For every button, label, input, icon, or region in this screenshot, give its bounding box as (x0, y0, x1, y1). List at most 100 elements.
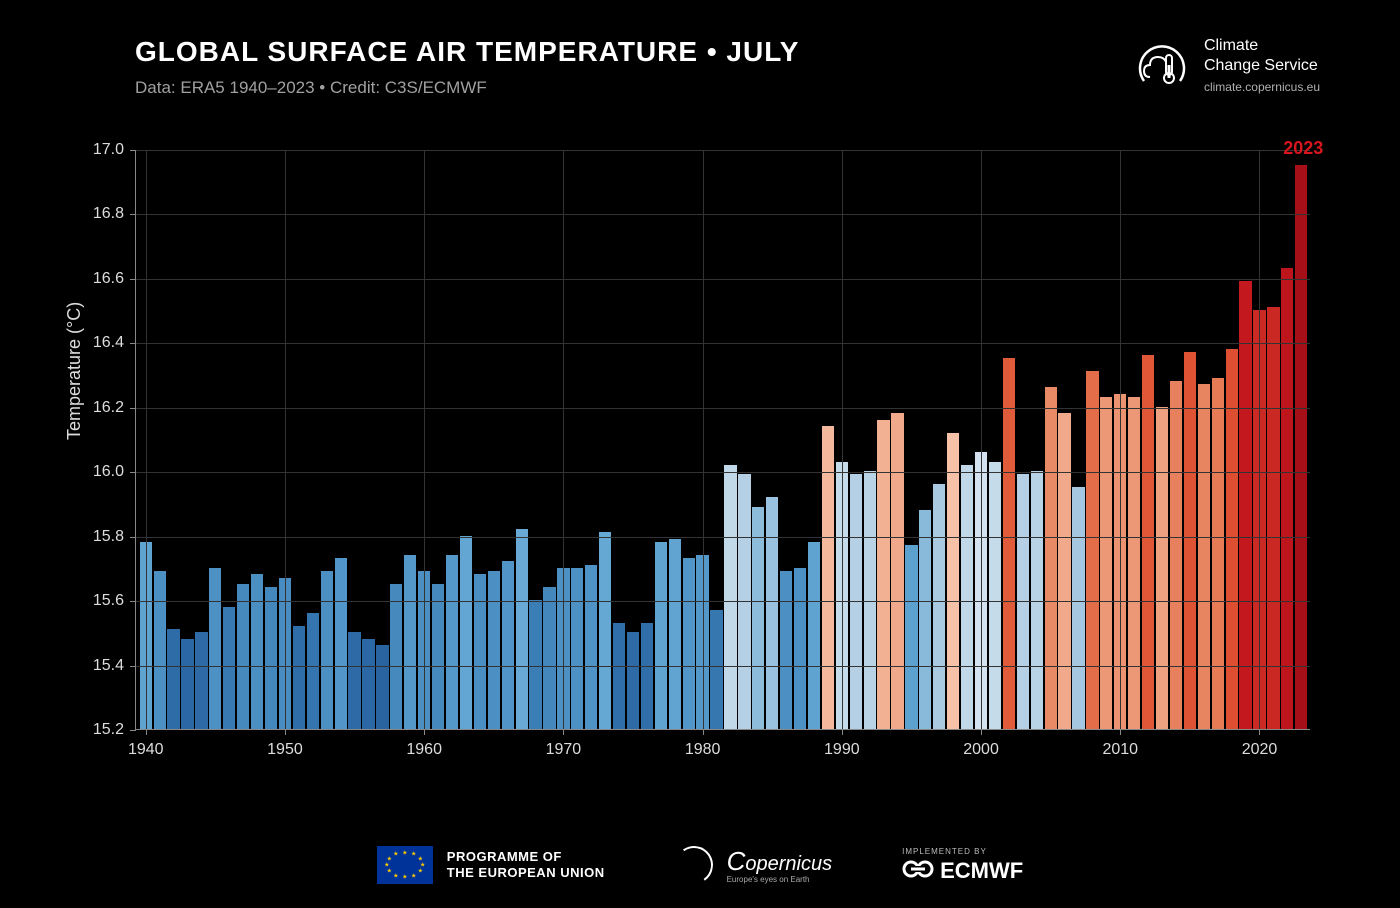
ecmwf-pre: IMPLEMENTED BY (902, 847, 1023, 856)
bar (989, 462, 1001, 729)
eu-star-icon: ★ (387, 855, 392, 862)
eu-line2: THE EUROPEAN UNION (447, 865, 605, 881)
xtick-label: 1980 (685, 741, 721, 759)
eu-star-icon: ★ (402, 849, 407, 856)
bar (181, 639, 193, 729)
bar (710, 610, 722, 729)
bar (794, 568, 806, 729)
ecmwf-credit: IMPLEMENTED BY ECMWF (902, 847, 1023, 884)
hgrid-line (136, 214, 1310, 215)
vgrid-line (146, 150, 147, 729)
bar (766, 497, 778, 729)
bar (724, 465, 736, 729)
bar (919, 510, 931, 729)
eu-star-icon: ★ (411, 872, 416, 879)
bar (1239, 281, 1251, 729)
ytick-mark (130, 279, 136, 280)
xtick-label: 2010 (1102, 741, 1138, 759)
chart-title: GLOBAL SURFACE AIR TEMPERATURE • JULY (135, 36, 1134, 68)
xtick-label: 1940 (128, 741, 164, 759)
bar (613, 623, 625, 729)
hgrid-line (136, 279, 1310, 280)
bar (307, 613, 319, 729)
bar (864, 471, 876, 729)
brand-logo: Climate Change Service climate.copernicu… (1134, 36, 1320, 94)
title-block: GLOBAL SURFACE AIR TEMPERATURE • JULY Da… (135, 36, 1134, 98)
ytick-label: 15.6 (93, 592, 124, 610)
ytick-label: 16.6 (93, 270, 124, 288)
bar (293, 626, 305, 729)
hgrid-line (136, 601, 1310, 602)
eu-star-icon: ★ (418, 868, 423, 875)
brand-url: climate.copernicus.eu (1204, 80, 1320, 94)
bar (627, 632, 639, 729)
xtick-label: 1990 (824, 741, 860, 759)
bar (390, 584, 402, 729)
bar (1100, 397, 1112, 729)
ytick-mark (130, 601, 136, 602)
eu-star-icon: ★ (387, 868, 392, 875)
bar (167, 629, 179, 729)
eu-star-icon: ★ (411, 851, 416, 858)
bar (1156, 407, 1168, 729)
thermometer-cloud-icon (1134, 37, 1190, 93)
eu-star-icon: ★ (402, 874, 407, 881)
bar (446, 555, 458, 729)
ytick-mark (130, 472, 136, 473)
ecmwf-link-icon (902, 858, 934, 884)
eu-star-icon: ★ (384, 862, 389, 869)
y-axis-title: Temperature (°C) (64, 302, 85, 440)
bar (780, 571, 792, 729)
bar (432, 584, 444, 729)
xtick-mark (146, 729, 147, 735)
bar (752, 507, 764, 729)
brand-line2: Change Service (1204, 56, 1320, 76)
bar (1142, 355, 1154, 729)
bar (891, 413, 903, 729)
bar (683, 558, 695, 729)
ytick-label: 16.2 (93, 399, 124, 417)
xtick-mark (1120, 729, 1121, 735)
header: GLOBAL SURFACE AIR TEMPERATURE • JULY Da… (135, 36, 1320, 98)
bar (362, 639, 374, 729)
xtick-mark (703, 729, 704, 735)
ytick-label: 16.4 (93, 334, 124, 352)
bar (1086, 371, 1098, 729)
bar (1226, 349, 1238, 729)
ytick-mark (130, 408, 136, 409)
vgrid-line (1120, 150, 1121, 729)
bar (947, 433, 959, 729)
bar (571, 568, 583, 729)
bar (905, 545, 917, 729)
bar (641, 623, 653, 729)
bar (808, 542, 820, 729)
vgrid-line (842, 150, 843, 729)
bar (1045, 387, 1057, 729)
copernicus-name: Copernicus (727, 846, 833, 877)
ecmwf-name: ECMWF (940, 858, 1023, 884)
xtick-mark (285, 729, 286, 735)
xtick-label: 1950 (267, 741, 303, 759)
xtick-label: 2000 (963, 741, 999, 759)
ytick-label: 15.4 (93, 657, 124, 675)
eu-star-icon: ★ (393, 872, 398, 879)
ytick-mark (130, 537, 136, 538)
callout-label: 2023 (1283, 138, 1323, 159)
bar (543, 587, 555, 729)
bar (460, 536, 472, 729)
bar (265, 587, 277, 729)
bar (1170, 381, 1182, 729)
bar (877, 420, 889, 729)
bar (599, 532, 611, 729)
bar (1128, 397, 1140, 729)
bar (1003, 358, 1015, 729)
chart-frame: 15.215.415.615.816.016.216.416.616.817.0… (135, 150, 1310, 770)
eu-star-icon: ★ (393, 851, 398, 858)
ytick-label: 15.2 (93, 721, 124, 739)
copernicus-text-block: Copernicus Europe's eyes on Earth (727, 846, 833, 884)
vgrid-line (285, 150, 286, 729)
hgrid-line (136, 537, 1310, 538)
eu-line1: PROGRAMME OF (447, 849, 605, 865)
bar (933, 484, 945, 729)
hgrid-line (136, 666, 1310, 667)
